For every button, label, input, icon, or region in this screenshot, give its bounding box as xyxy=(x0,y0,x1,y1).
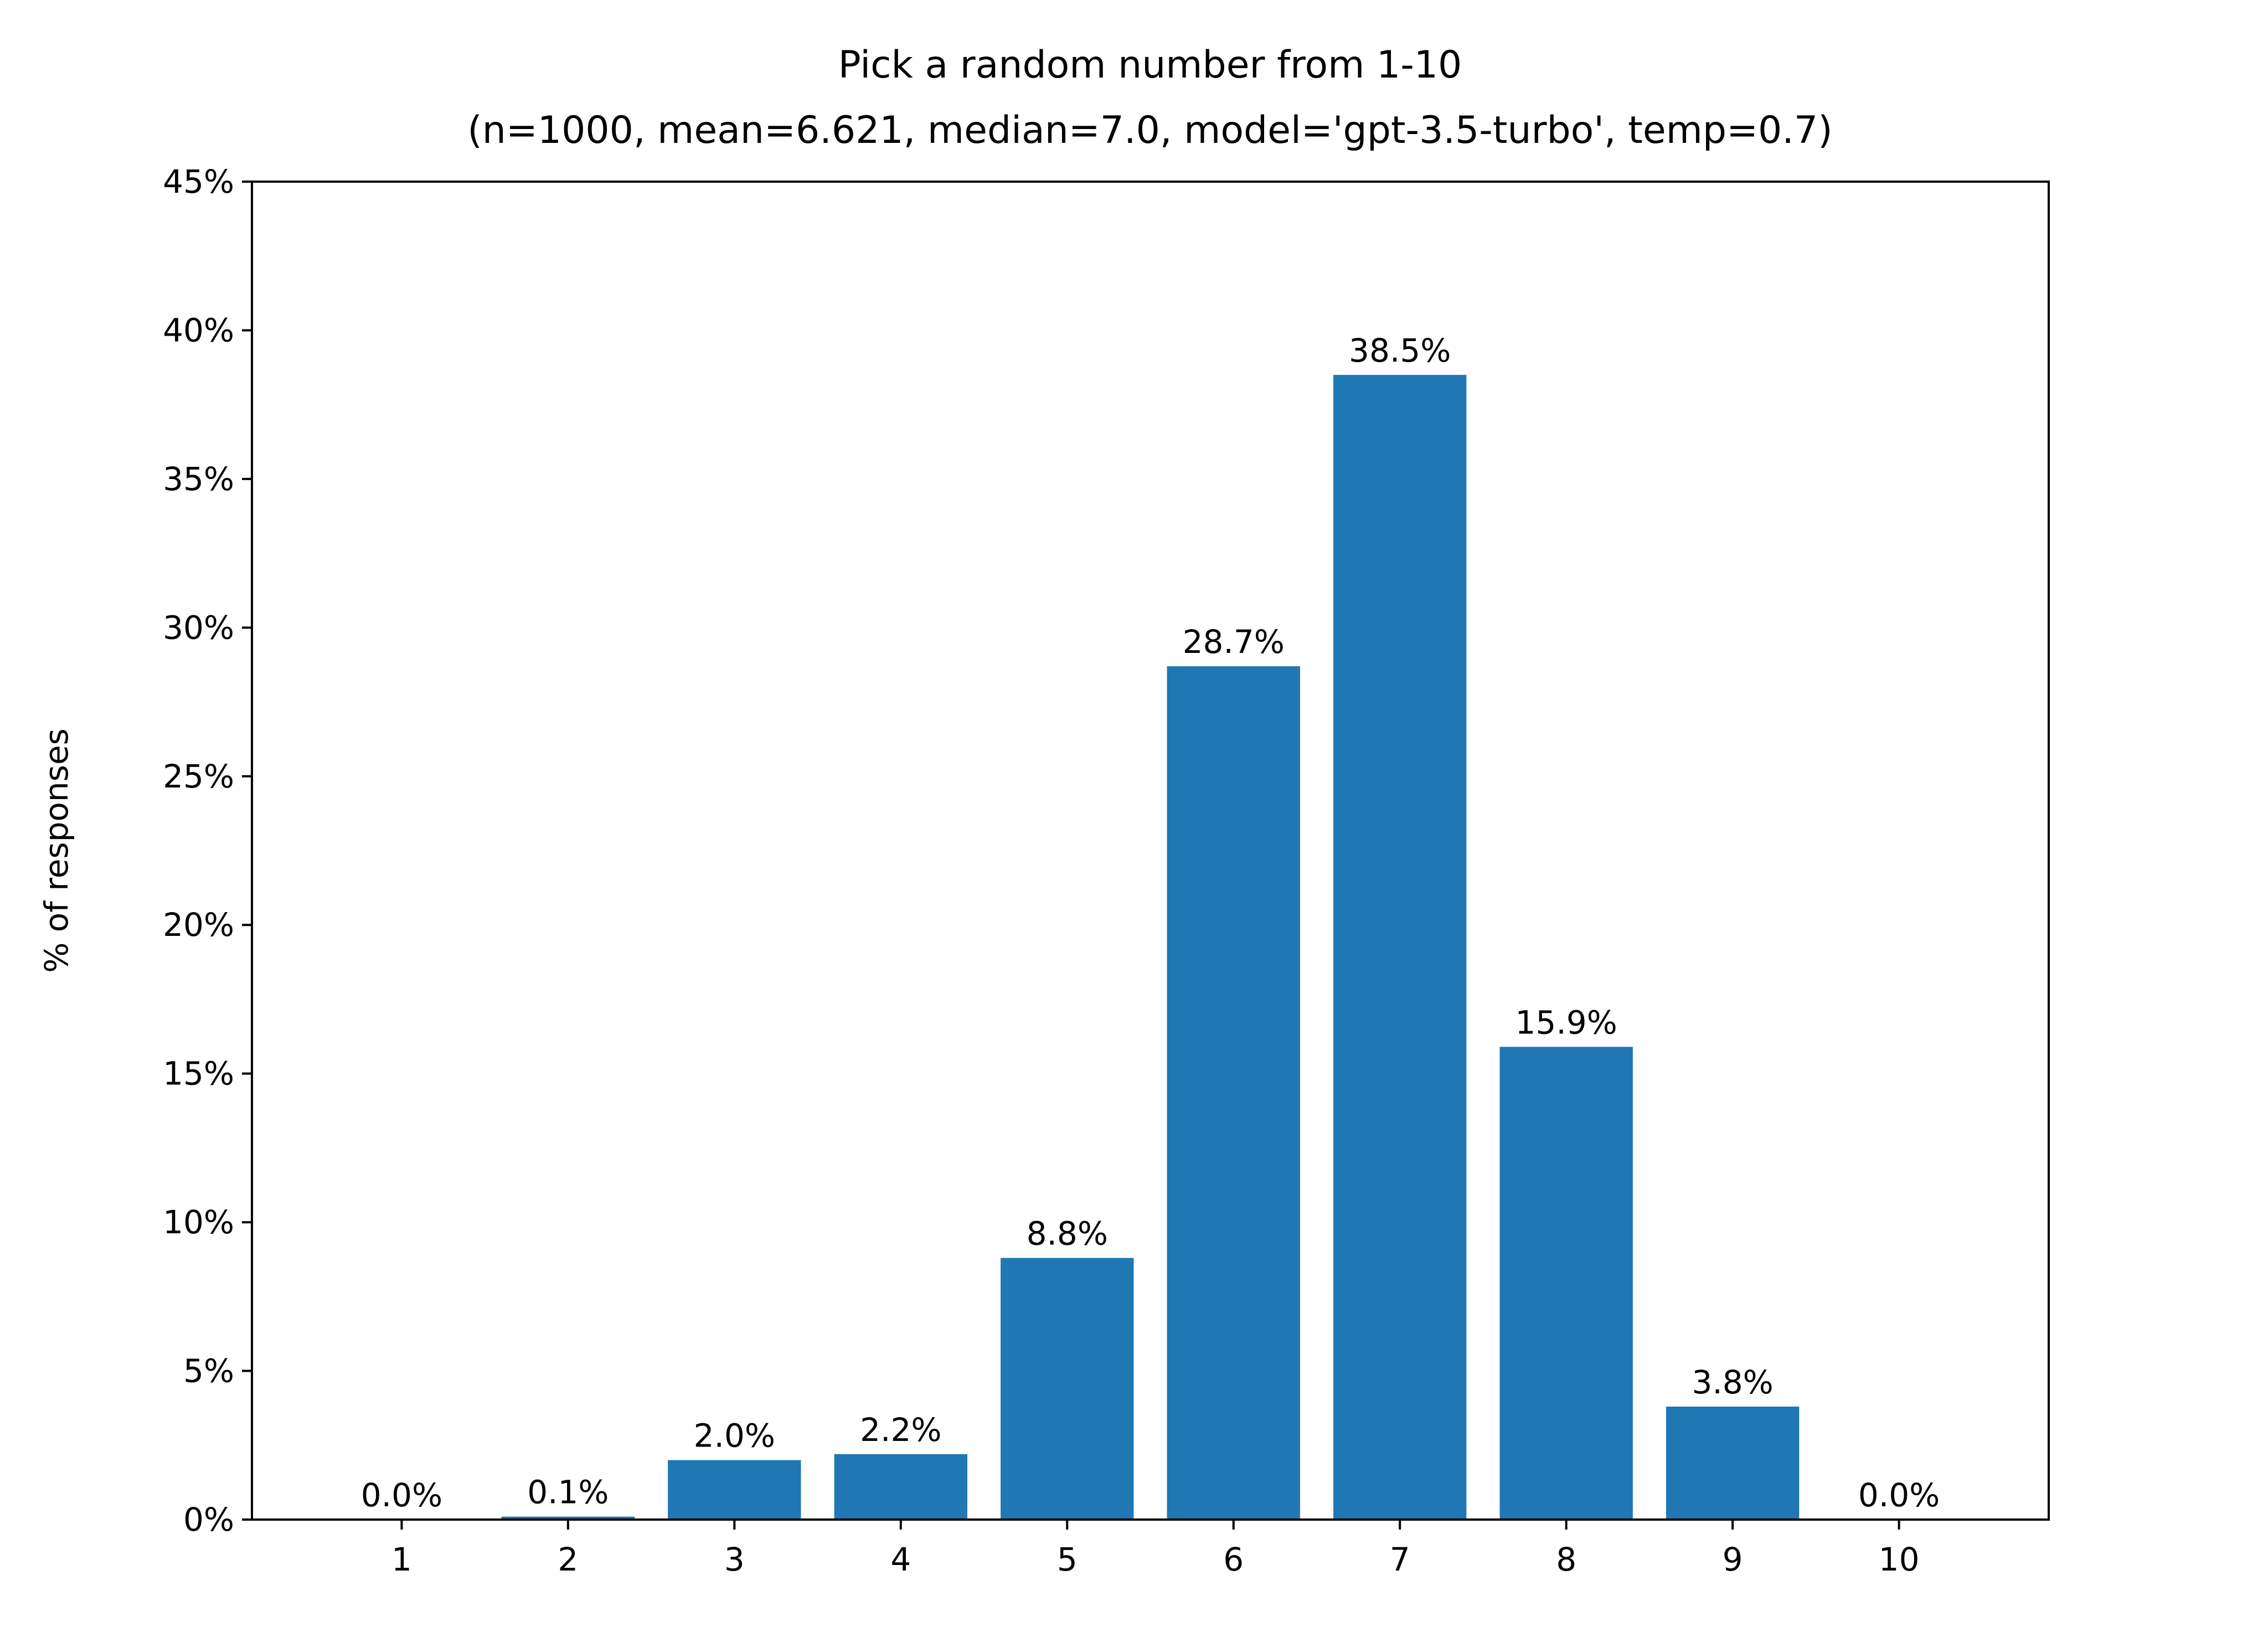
chart-title: Pick a random number from 1-10 xyxy=(838,43,1462,87)
y-tick-label: 15% xyxy=(163,1055,234,1093)
x-tick-label: 2 xyxy=(558,1541,578,1578)
bar-3 xyxy=(668,1460,801,1520)
data-labels-group: 0.0% 0.1% 2.0% 2.2% 8.8% 28.7% 38.5% 15.9% 3.8% 0… xyxy=(361,332,1940,1514)
x-tick-label: 3 xyxy=(724,1541,745,1578)
x-axis: 1 2 3 4 5 6 7 8 9 10 xyxy=(391,1520,1920,1578)
data-label-8: 15.9% xyxy=(1516,1003,1617,1041)
x-tick-label: 6 xyxy=(1223,1541,1244,1578)
data-label-7: 38.5% xyxy=(1349,332,1451,369)
bar-7 xyxy=(1333,374,1467,1520)
bar-2 xyxy=(501,1516,635,1520)
x-tick-label: 10 xyxy=(1879,1541,1920,1578)
bar-8 xyxy=(1499,1047,1633,1520)
data-label-3: 2.0% xyxy=(694,1417,775,1455)
y-tick-label: 40% xyxy=(163,311,234,349)
data-label-4: 2.2% xyxy=(860,1411,941,1449)
plot-area-frame xyxy=(251,181,2050,1521)
y-tick-label: 45% xyxy=(163,163,234,200)
data-label-9: 3.8% xyxy=(1692,1363,1773,1401)
bar-6 xyxy=(1167,666,1300,1520)
x-tick-label: 4 xyxy=(890,1541,911,1578)
data-label-6: 28.7% xyxy=(1183,623,1285,661)
chart-subtitle: (n=1000, mean=6.621, median=7.0, model='… xyxy=(467,109,1832,152)
bar-4 xyxy=(834,1454,967,1520)
data-label-10: 0.0% xyxy=(1858,1476,1940,1514)
data-label-2: 0.1% xyxy=(527,1474,609,1511)
bars-group xyxy=(501,374,1800,1520)
x-tick-label: 8 xyxy=(1556,1541,1576,1578)
y-tick-label: 35% xyxy=(163,460,234,498)
data-label-1: 0.0% xyxy=(361,1476,442,1514)
y-tick-label: 30% xyxy=(163,609,234,646)
x-tick-label: 7 xyxy=(1390,1541,1410,1578)
y-axis: 0% 5% 10% 15% 20% 25% 30% 35% 40% 45% xyxy=(163,163,252,1538)
x-tick-label: 9 xyxy=(1723,1541,1743,1578)
y-axis-label: % of responses xyxy=(38,728,75,973)
data-label-5: 8.8% xyxy=(1027,1215,1108,1253)
x-tick-label: 5 xyxy=(1057,1541,1078,1578)
y-tick-label: 20% xyxy=(163,906,234,944)
x-tick-label: 1 xyxy=(391,1541,412,1578)
y-tick-label: 25% xyxy=(163,758,234,795)
bar-5 xyxy=(1001,1258,1134,1520)
bar-9 xyxy=(1666,1406,1800,1520)
y-tick-label: 10% xyxy=(163,1203,234,1241)
y-tick-label: 0% xyxy=(183,1501,234,1538)
y-tick-label: 5% xyxy=(183,1352,234,1390)
